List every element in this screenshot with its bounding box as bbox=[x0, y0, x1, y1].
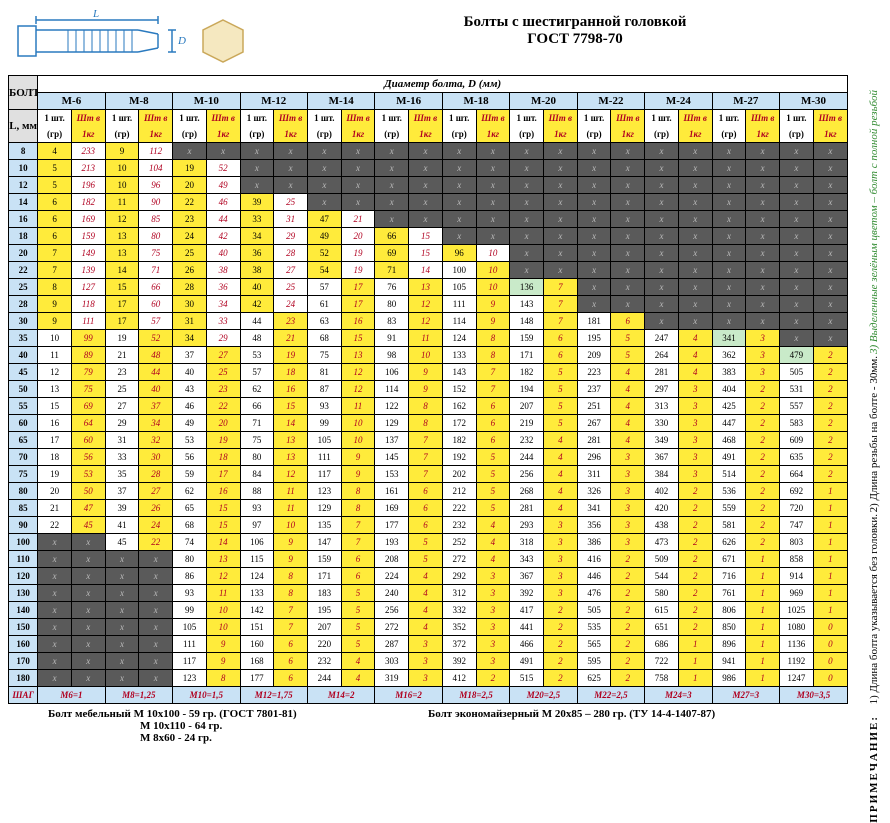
hdr-m: M-10 bbox=[173, 93, 240, 110]
hdr-g: 1 шт. (гр) bbox=[240, 110, 274, 143]
table-row: 7519533528591784121179153720252564311338… bbox=[9, 466, 848, 483]
thread-row: ШАГM6=1M8=1,25M10=1,5M12=1,75M14=2M16=2M… bbox=[9, 687, 848, 704]
hdr-m: M-27 bbox=[712, 93, 779, 110]
hdr-g: 1 шт. (гр) bbox=[173, 110, 207, 143]
table-row: 110xxxx801311591596208527243433416250926… bbox=[9, 551, 848, 568]
hdr-diam: Диаметр болта, D (мм) bbox=[38, 76, 848, 93]
table-row: 207149137525403628521969159610xxxxxxxxxx bbox=[9, 245, 848, 262]
hdr-m: M-18 bbox=[442, 93, 509, 110]
hdr-k: Шт в 1кг bbox=[274, 110, 308, 143]
table-row: 8521473926651593111298169622252814341342… bbox=[9, 500, 848, 517]
hdr-k: Шт в 1кг bbox=[544, 110, 578, 143]
hdr-m: M-22 bbox=[577, 93, 644, 110]
hdr-m: M-16 bbox=[375, 93, 442, 110]
table-row: 5013752540432362168712114915271945237429… bbox=[9, 381, 848, 398]
side-notes: 3) Выделенные зелёным цветом – болт с по… bbox=[868, 90, 886, 610]
hdr-k: Шт в 1кг bbox=[341, 110, 375, 143]
table-row: 3510991952342948216815911112481596195524… bbox=[9, 330, 848, 347]
hdr-g: 1 шт. (гр) bbox=[307, 110, 341, 143]
table-row: 170xxxx117916862324303339234912595272219… bbox=[9, 653, 848, 670]
table-row: 1661691285234433314721xxxxxxxxxxxxxx bbox=[9, 211, 848, 228]
table-row: 180xxxx123817762444319341225152625275819… bbox=[9, 670, 848, 687]
table-row: 2891181760303442246117801211191437xxxxxx… bbox=[9, 296, 848, 313]
hdr-g: 1 шт. (гр) bbox=[712, 110, 746, 143]
table-row: 140xxxx991014271955256433234172505261528… bbox=[9, 602, 848, 619]
hdr-k: Шт в 1кг bbox=[409, 110, 443, 143]
hdr-m: M-24 bbox=[645, 93, 712, 110]
table-row: 146182119022463925xxxxxxxxxxxxxxxx bbox=[9, 194, 848, 211]
table-row: 842339112xxxxxxxxxxxxxxxxxxxx bbox=[9, 143, 848, 160]
table-row: 5515692737462266159311122816262075251431… bbox=[9, 398, 848, 415]
hdr-k: Шт в 1кг bbox=[813, 110, 847, 143]
hdr-k: Шт в 1кг bbox=[746, 110, 780, 143]
hdr-g: 1 шт. (гр) bbox=[375, 110, 409, 143]
svg-text:D: D bbox=[177, 35, 186, 47]
table-row: 2271391471263838275419711410010xxxxxxxxx… bbox=[9, 262, 848, 279]
table-row: 8020503727621688111238161621252684326340… bbox=[9, 483, 848, 500]
table-row: 7018563330561880131119145719252444296336… bbox=[9, 449, 848, 466]
footer-notes: Болт мебельный M 10x100 - 59 гр. (ГОСТ 7… bbox=[8, 708, 882, 744]
hdr-bolt: БОЛТ bbox=[9, 76, 38, 110]
bolt-table: БОЛТДиаметр болта, D (мм)M-6M-8M-10M-12M… bbox=[8, 75, 848, 704]
hdr-m: M-20 bbox=[510, 93, 577, 110]
hdr-k: Шт в 1кг bbox=[678, 110, 712, 143]
table-row: 150xxxx105101517207527243523441253526512… bbox=[9, 619, 848, 636]
hdr-k: Шт в 1кг bbox=[611, 110, 645, 143]
hdr-g: 1 шт. (гр) bbox=[442, 110, 476, 143]
table-row: 6517603132531975131051013771826232428143… bbox=[9, 432, 848, 449]
hdr-g: 1 шт. (гр) bbox=[510, 110, 544, 143]
hdr-k: Шт в 1кг bbox=[71, 110, 105, 143]
table-row: 30911117573133442363168312114914871816xx… bbox=[9, 313, 848, 330]
bolt-diagram: L D bbox=[8, 8, 268, 71]
page-title-2: ГОСТ 7798-70 bbox=[268, 31, 882, 48]
table-row: 120xxxx861212481716224429233673446254427… bbox=[9, 568, 848, 585]
table-row: 105213101041952xxxxxxxxxxxxxxxxxx bbox=[9, 160, 848, 177]
hdr-g: 1 шт. (гр) bbox=[780, 110, 814, 143]
table-row: 18615913802442342949206615xxxxxxxxxxxx bbox=[9, 228, 848, 245]
hdr-k: Шт в 1кг bbox=[206, 110, 240, 143]
hdr-m: M-30 bbox=[780, 93, 848, 110]
hdr-k: Шт в 1кг bbox=[476, 110, 510, 143]
hdr-g: 1 шт. (гр) bbox=[38, 110, 72, 143]
hdr-L: L, мм bbox=[9, 110, 38, 143]
hdr-m: M-6 bbox=[38, 93, 105, 110]
hdr-m: M-14 bbox=[307, 93, 374, 110]
svg-text:L: L bbox=[92, 8, 99, 20]
hdr-g: 1 шт. (гр) bbox=[645, 110, 679, 143]
table-row: 25812715662836402557177613105101367xxxxx… bbox=[9, 279, 848, 296]
table-row: 4512792344402557188112106914371825223428… bbox=[9, 364, 848, 381]
table-row: 12519610962049xxxxxxxxxxxxxxxxxx bbox=[9, 177, 848, 194]
table-row: 100xx45227414106914771935252431833863473… bbox=[9, 534, 848, 551]
hdr-g: 1 шт. (гр) bbox=[577, 110, 611, 143]
hdr-m: M-8 bbox=[105, 93, 172, 110]
hdr-k: Шт в 1кг bbox=[139, 110, 173, 143]
table-row: 6016642934492071149910129817262195267433… bbox=[9, 415, 848, 432]
hdr-m: M-12 bbox=[240, 93, 307, 110]
table-row: 9022454124681597101357177623242933356343… bbox=[9, 517, 848, 534]
table-row: 130xxxx931113381835240431233923476258027… bbox=[9, 585, 848, 602]
table-row: 4011892148372753197513981013381716209526… bbox=[9, 347, 848, 364]
hdr-g: 1 шт. (гр) bbox=[105, 110, 139, 143]
table-row: 160xxxx111916062205287337234662565268618… bbox=[9, 636, 848, 653]
page-title-1: Болты с шестигранной головкой bbox=[268, 14, 882, 31]
